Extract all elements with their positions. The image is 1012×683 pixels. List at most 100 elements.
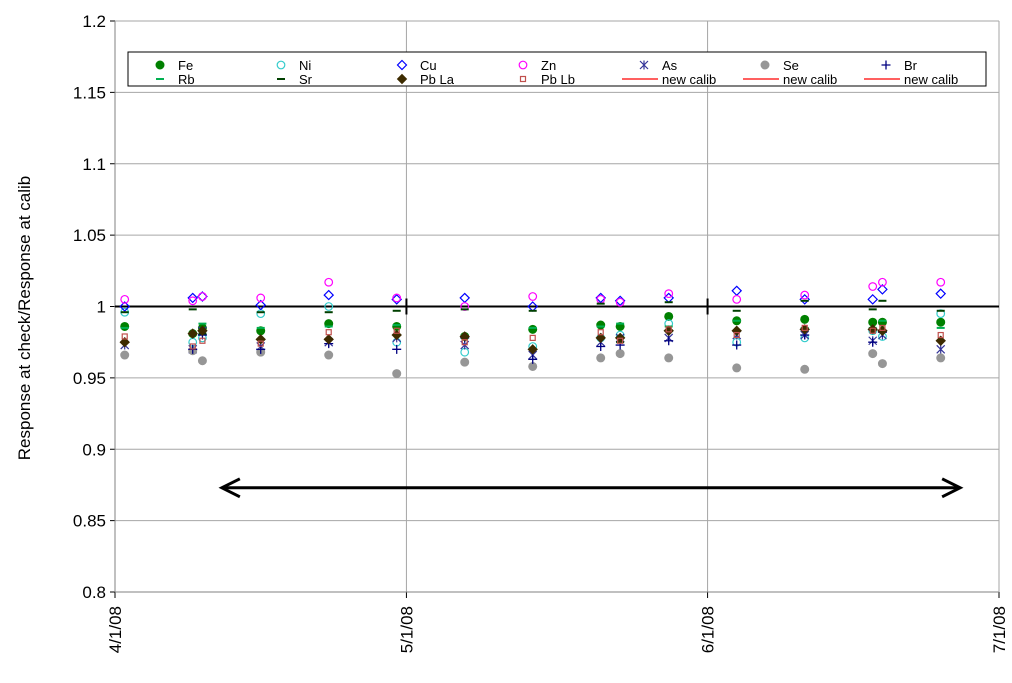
data-point <box>119 336 130 348</box>
series-pb-lb <box>121 324 944 350</box>
data-point <box>459 331 470 342</box>
data-point <box>528 324 538 334</box>
y-axis-label: Response at check/Response at calib <box>15 176 34 460</box>
legend-item: Pb Lb <box>519 72 575 87</box>
data-point <box>256 293 266 303</box>
legend-label: Sr <box>299 72 313 87</box>
data-point <box>596 320 606 330</box>
data-point <box>867 294 879 305</box>
data-point <box>733 331 740 339</box>
data-point <box>120 321 130 331</box>
data-point <box>391 294 403 305</box>
legend-marker <box>639 60 649 70</box>
legend-marker <box>760 60 770 70</box>
data-point <box>197 325 208 336</box>
data-point <box>199 337 206 344</box>
series-br <box>120 327 946 364</box>
legend-marker <box>518 60 528 70</box>
data-point <box>877 284 888 295</box>
legend-item: Sr <box>277 72 313 87</box>
data-point <box>732 294 742 304</box>
y-tick-label: 0.95 <box>73 369 106 388</box>
data-point <box>188 296 198 306</box>
data-point <box>664 353 674 363</box>
data-point <box>868 282 878 291</box>
series-fe <box>120 311 946 341</box>
legend-item: Zn <box>518 58 556 73</box>
legend-label: new calib <box>662 72 716 87</box>
data-point <box>597 329 604 336</box>
y-tick-label: 1 <box>97 298 106 317</box>
period-arrow-right-head <box>941 477 964 499</box>
data-point <box>935 288 947 300</box>
data-point <box>664 311 674 321</box>
legend-item: Se <box>760 58 799 73</box>
data-point <box>800 290 810 300</box>
axes-layer: 0.8 0.85 0.9 0.95 1 1.05 1.1 1.15 1.2 4/1/08 5/1/0… <box>73 12 1009 653</box>
data-point <box>936 344 946 354</box>
legend-label: Br <box>904 58 918 73</box>
data-point <box>595 332 606 344</box>
y-tick-label: 0.85 <box>73 512 106 531</box>
legend-item: Fe <box>155 58 193 73</box>
legend: Fe Ni Cu Zn As Se Br Rb Sr Pb La Pb Lb new calib new… <box>127 51 987 87</box>
legend-item: Pb La <box>396 72 455 87</box>
legend-label: As <box>662 58 678 73</box>
data-point <box>664 336 674 346</box>
data-point <box>461 339 468 346</box>
legend-label: Cu <box>420 58 437 73</box>
data-point <box>936 353 946 363</box>
data-point <box>187 328 198 339</box>
data-point <box>323 289 335 301</box>
data-point <box>198 292 207 301</box>
legend-label: Se <box>783 58 799 73</box>
legend-marker <box>881 60 891 70</box>
data-point <box>879 324 886 332</box>
legend-marker <box>396 73 408 85</box>
legend-item: new calib <box>864 72 958 87</box>
data-point <box>121 333 128 340</box>
x-tick-label: 5/1/08 <box>397 606 416 653</box>
series-zn <box>120 277 946 311</box>
legend-label: Ni <box>299 58 311 73</box>
data-point <box>801 324 808 332</box>
legend-label: Pb Lb <box>541 72 575 87</box>
data-point <box>393 327 400 334</box>
data-point <box>197 356 207 366</box>
series-sr <box>120 299 945 344</box>
legend-marker <box>519 75 527 83</box>
data-point <box>732 340 742 350</box>
legend-item: Ni <box>276 58 311 73</box>
data-point <box>800 314 810 324</box>
legend-label: Rb <box>178 72 195 87</box>
data-point <box>119 301 131 312</box>
legend-label: Fe <box>178 58 193 73</box>
y-tick-label: 0.9 <box>82 440 106 459</box>
data-point <box>324 350 334 360</box>
x-tick-label: 4/1/08 <box>106 606 125 653</box>
legend-item: Br <box>881 58 918 73</box>
y-tick-label: 1.1 <box>82 155 106 174</box>
y-tick-label: 1.05 <box>73 226 106 245</box>
legend-item: Cu <box>396 58 437 73</box>
data-point <box>665 326 672 333</box>
data-point <box>324 277 334 287</box>
data-point <box>936 317 946 327</box>
legend-item: Rb <box>156 72 195 87</box>
legend-marker <box>276 60 286 70</box>
data-point <box>596 353 606 363</box>
data-point <box>120 294 130 304</box>
x-tick-label: 7/1/08 <box>990 606 1009 653</box>
data-point <box>529 334 536 342</box>
data-point <box>937 331 944 339</box>
data-point <box>936 277 946 287</box>
legend-label: Pb La <box>420 72 455 87</box>
points-layer <box>119 277 947 379</box>
legend-item: new calib <box>743 72 837 87</box>
data-point <box>877 359 887 369</box>
data-point <box>392 344 402 354</box>
data-point <box>257 340 264 347</box>
data-point <box>392 293 402 303</box>
data-point <box>615 349 625 359</box>
